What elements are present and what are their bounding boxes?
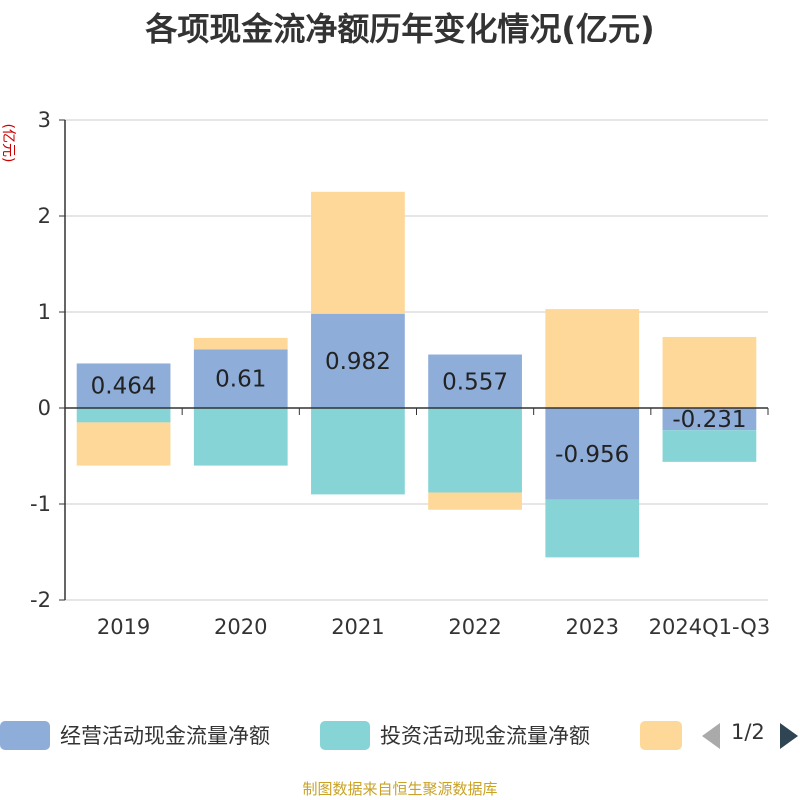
bar-series-2-2021[interactable] (311, 191, 405, 314)
legend-prev-page-icon[interactable] (702, 723, 720, 749)
y-tick-label: 2 (38, 204, 51, 228)
bar-series-1-2021[interactable] (311, 408, 405, 495)
bar-series-2-2022[interactable] (428, 492, 522, 510)
bar-series-1-2024Q1-Q3[interactable] (662, 430, 757, 462)
bar-series-1-2022[interactable] (428, 408, 522, 493)
bar-series-2-2020[interactable] (193, 337, 288, 350)
chart-title: 各项现金流净额历年变化情况(亿元) (145, 10, 655, 48)
bars (76, 191, 757, 558)
y-tick-label: -2 (30, 588, 51, 612)
x-tick-label: 2023 (566, 615, 619, 639)
legend-item-investing[interactable]: 投资活动现金流量净额 (320, 720, 590, 750)
legend-label-operating: 经营活动现金流量净额 (60, 724, 270, 748)
y-tick-label: -1 (30, 492, 51, 516)
bar-series-2-2023[interactable] (545, 309, 640, 408)
source-note: 制图数据来自恒生聚源数据库 (302, 780, 498, 798)
bar-series-1-2020[interactable] (193, 408, 288, 466)
axes: 3 2 1 0 -1 -2 2019 2020 2021 2022 2023 2024Q1-Q3 (30, 108, 770, 639)
legend-page-indicator: 1/2 (731, 720, 765, 744)
x-tick-label: 2022 (448, 615, 501, 639)
bar-series-0-2022[interactable] (428, 354, 522, 408)
bar-series-0-2019[interactable] (76, 363, 171, 408)
x-tick-label: 2021 (331, 615, 384, 639)
x-tick-label: 2019 (97, 615, 150, 639)
bar-series-2-2024Q1-Q3[interactable] (662, 336, 757, 408)
data-label: -0.231 (672, 407, 746, 433)
x-tick-label: 2024Q1-Q3 (649, 615, 771, 639)
legend-label-investing: 投资活动现金流量净额 (380, 724, 590, 748)
data-labels: 0.464 0.61 0.982 0.557 -0.956 -0.231 (91, 349, 747, 468)
bar-series-1-2019[interactable] (76, 408, 171, 423)
x-tick-label: 2020 (214, 615, 267, 639)
legend-item-operating[interactable]: 经营活动现金流量净额 (0, 720, 270, 750)
bar-series-0-2023[interactable] (545, 408, 640, 500)
bar-series-0-2021[interactable] (311, 313, 405, 408)
data-label: 0.464 (91, 374, 157, 400)
legend: 经营活动现金流量净额 投资活动现金流量净额 1/2 (0, 714, 800, 758)
bar-series-0-2020[interactable] (193, 349, 288, 408)
legend-swatch-third (640, 720, 682, 750)
y-axis-title: (亿元) (0, 124, 16, 163)
bar-series-2-2019[interactable] (76, 422, 171, 466)
legend-swatch-investing (320, 720, 370, 750)
data-label: 0.557 (442, 369, 508, 395)
y-tick-label: 3 (38, 108, 51, 132)
y-tick-label: 0 (38, 396, 51, 420)
data-label: 0.982 (325, 349, 391, 375)
data-label: -0.956 (555, 442, 629, 468)
y-tick-label: 1 (38, 300, 51, 324)
legend-item-third[interactable] (640, 720, 692, 750)
data-label: 0.61 (215, 367, 266, 393)
legend-next-page-icon[interactable] (780, 723, 798, 749)
bar-series-0-2024Q1-Q3[interactable] (662, 408, 757, 431)
bar-series-1-2023[interactable] (545, 499, 640, 558)
legend-swatch-operating (0, 720, 50, 750)
